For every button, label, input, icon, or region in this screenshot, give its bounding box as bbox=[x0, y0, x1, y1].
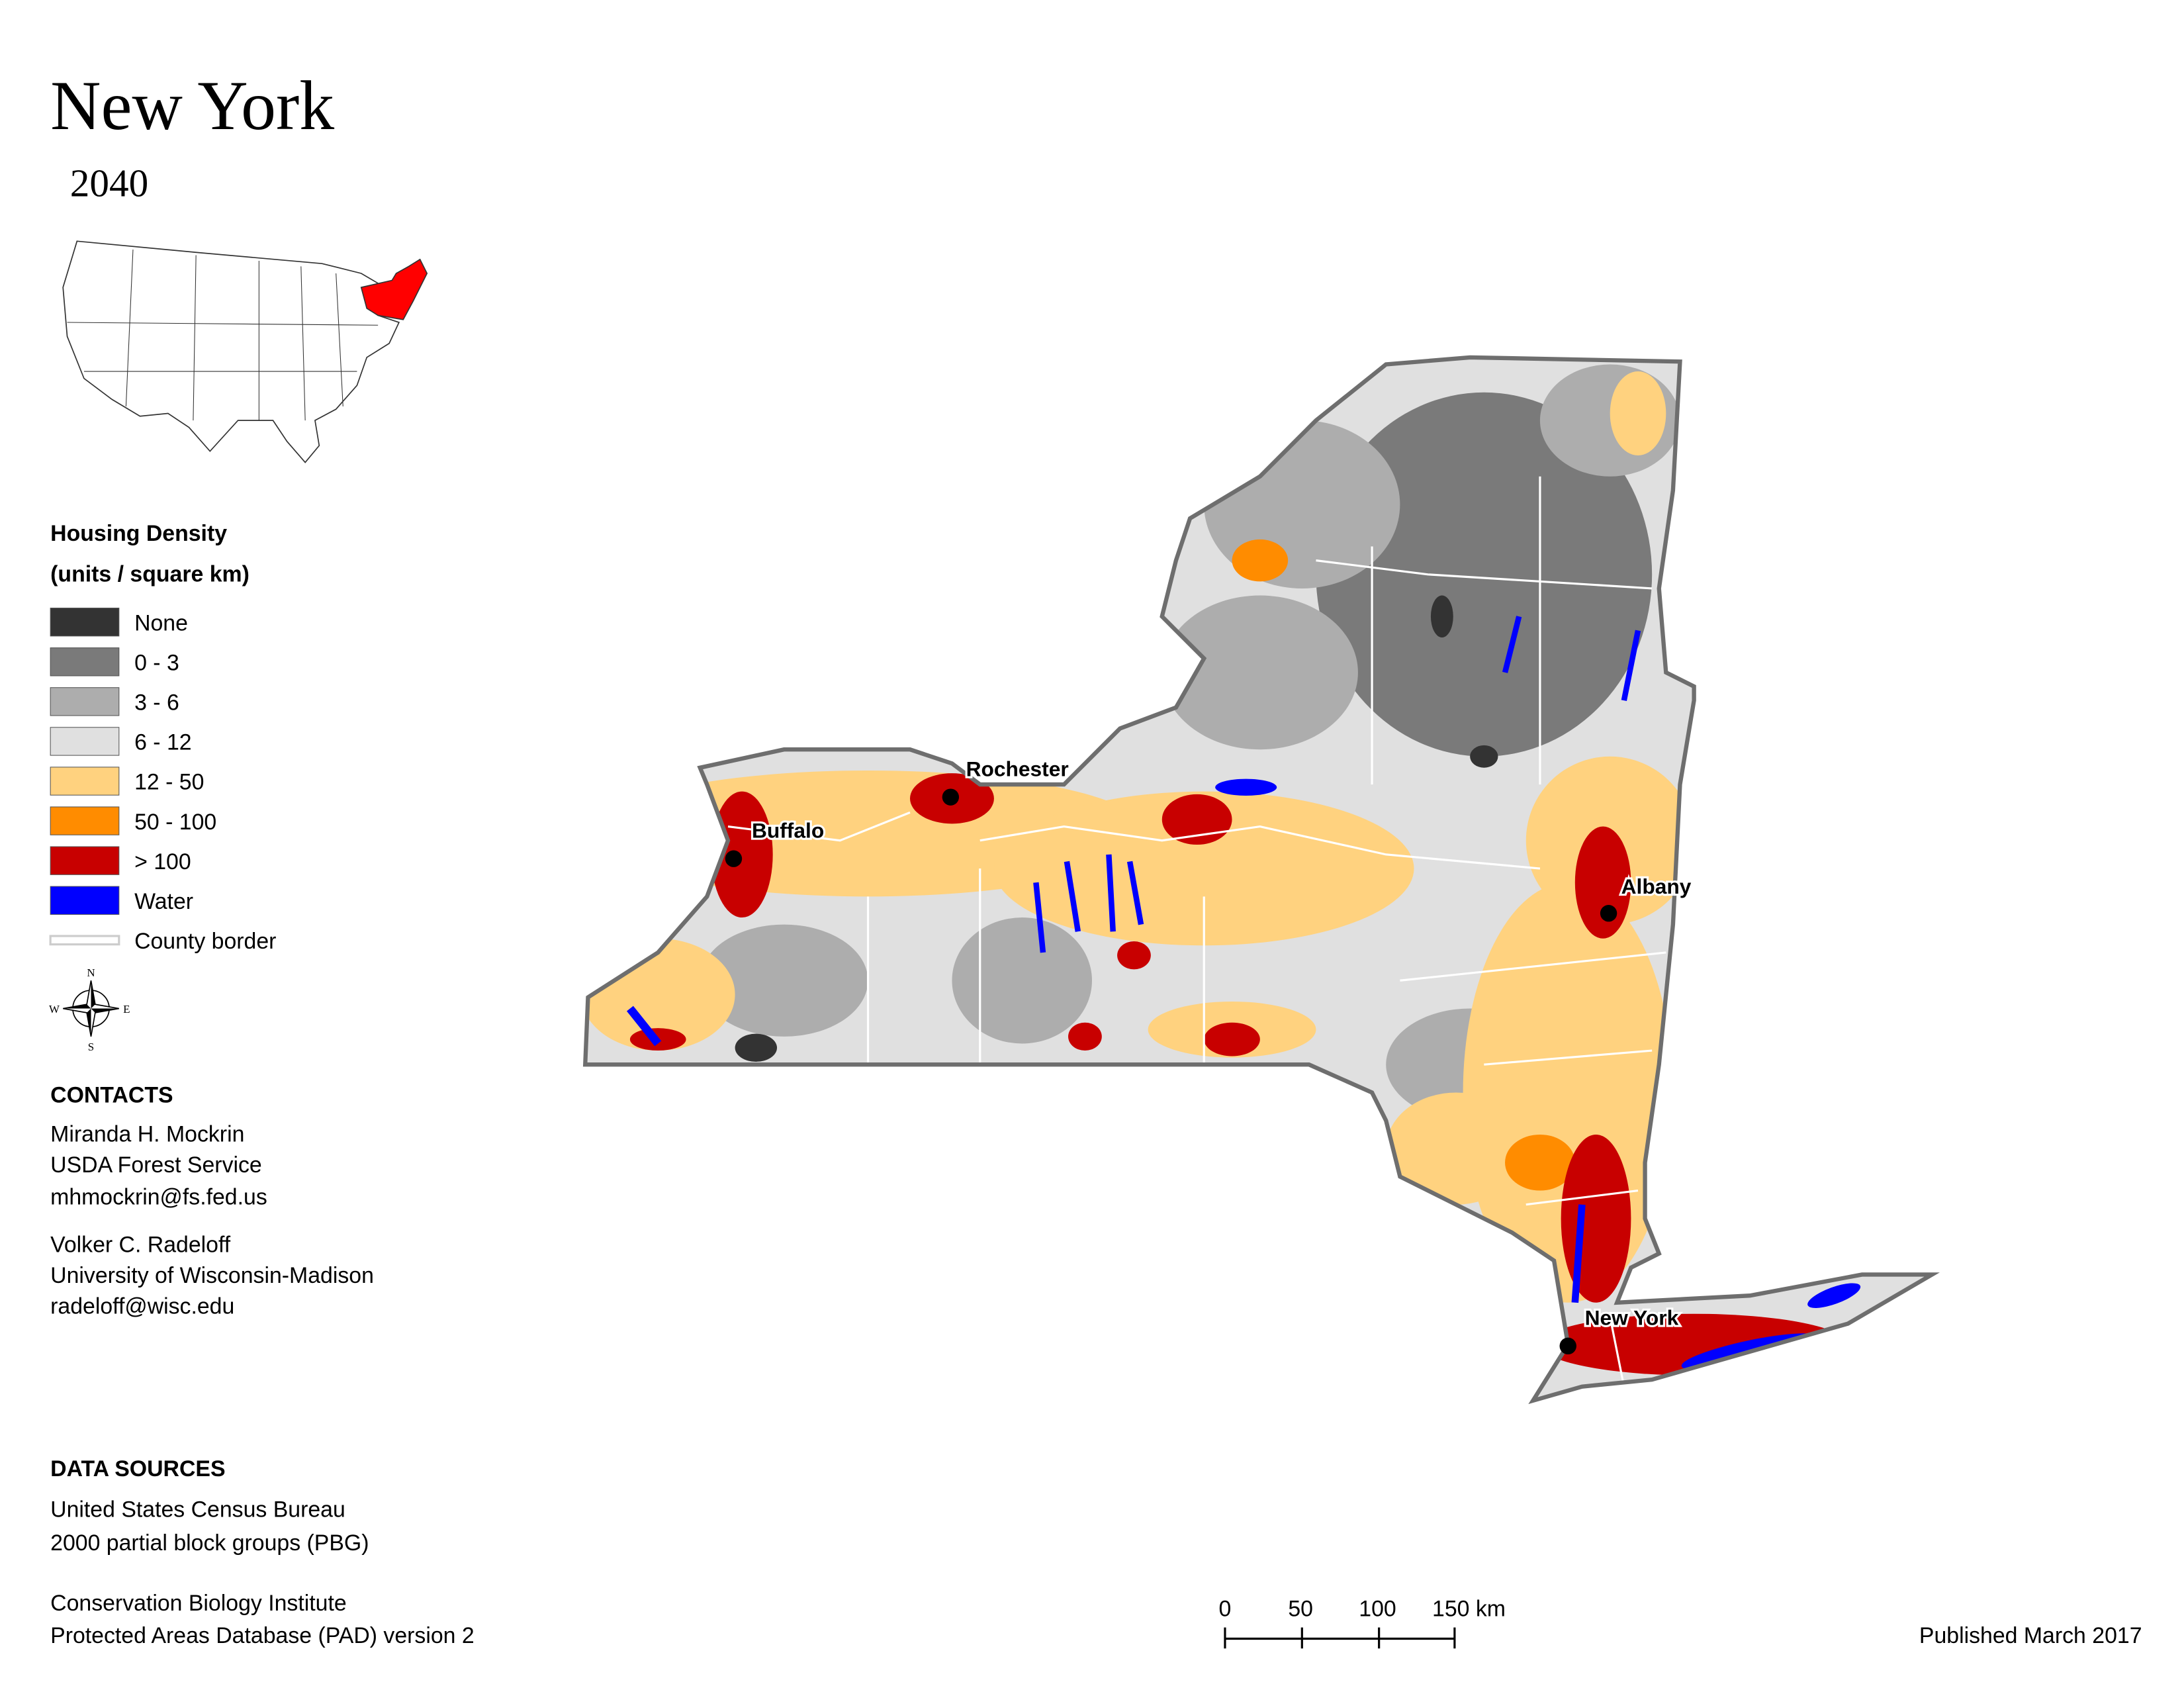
legend-label: > 100 bbox=[134, 849, 191, 874]
compass-e: E bbox=[123, 1003, 130, 1015]
sources-heading: DATA SOURCES bbox=[50, 1456, 225, 1481]
contact-line: University of Wisconsin-Madison bbox=[50, 1263, 374, 1288]
city-label: Rochester bbox=[966, 757, 1069, 780]
legend-swatch bbox=[50, 886, 120, 915]
contact-line: mhmockrin@fs.fed.us bbox=[50, 1185, 267, 1210]
legend-label: 3 - 6 bbox=[134, 690, 179, 716]
contact-line: USDA Forest Service bbox=[50, 1152, 262, 1178]
legend-swatch bbox=[50, 687, 120, 716]
contact-line: Volker C. Radeloff bbox=[50, 1233, 231, 1258]
legend-swatch bbox=[50, 608, 120, 637]
legend-label: Water bbox=[134, 889, 193, 914]
us-inset bbox=[62, 240, 428, 463]
legend-swatch bbox=[50, 767, 120, 796]
subtitle: 2040 bbox=[70, 162, 148, 205]
legend-label: 50 - 100 bbox=[134, 810, 216, 835]
legend-label: 0 - 3 bbox=[134, 650, 179, 675]
city-label: Albany bbox=[1621, 874, 1692, 898]
source-line: Conservation Biology Institute bbox=[50, 1591, 347, 1616]
scale-label: 100 bbox=[1359, 1597, 1396, 1622]
cities: Rochester Buffalo Albany New York bbox=[725, 755, 1694, 1355]
legend-units: (units / square km) bbox=[50, 561, 250, 586]
legend-title: Housing Density bbox=[50, 521, 227, 546]
scale-label: 0 bbox=[1219, 1597, 1232, 1622]
contact-line: radeloff@wisc.edu bbox=[50, 1294, 234, 1319]
legend-label: 6 - 12 bbox=[134, 730, 192, 755]
compass-s: S bbox=[88, 1041, 94, 1053]
scale-label: 150 km bbox=[1432, 1597, 1506, 1622]
contacts-heading: CONTACTS bbox=[50, 1082, 173, 1107]
source-line: 2000 partial block groups (PBG) bbox=[50, 1530, 369, 1556]
title: New York bbox=[50, 67, 334, 144]
legend-label: 12 - 50 bbox=[134, 770, 204, 795]
city-label: New York bbox=[1585, 1306, 1679, 1330]
source-line: United States Census Bureau bbox=[50, 1497, 345, 1522]
state-map bbox=[560, 336, 1960, 1429]
legend-swatch bbox=[50, 727, 120, 756]
city-label: Buffalo bbox=[752, 818, 824, 842]
scale-label: 50 bbox=[1288, 1597, 1313, 1622]
compass-n: N bbox=[87, 966, 95, 979]
published-note: Published March 2017 bbox=[1919, 1623, 2142, 1648]
source-line: Protected Areas Database (PAD) version 2 bbox=[50, 1623, 475, 1648]
scale-bar bbox=[1224, 1627, 1456, 1649]
legend-swatch bbox=[50, 846, 120, 875]
compass-w: W bbox=[49, 1003, 60, 1015]
contact-line: Miranda H. Mockrin bbox=[50, 1122, 244, 1147]
legend-swatch bbox=[50, 806, 120, 835]
legend: None 0 - 3 3 - 6 6 - 12 12 - 50 50 - 100 > 100… bbox=[49, 608, 276, 954]
compass-rose: N S E W bbox=[49, 966, 130, 1053]
legend-swatch bbox=[49, 935, 120, 946]
legend-label: County border bbox=[134, 929, 276, 954]
legend-label: None bbox=[134, 610, 188, 635]
legend-swatch bbox=[50, 647, 120, 677]
